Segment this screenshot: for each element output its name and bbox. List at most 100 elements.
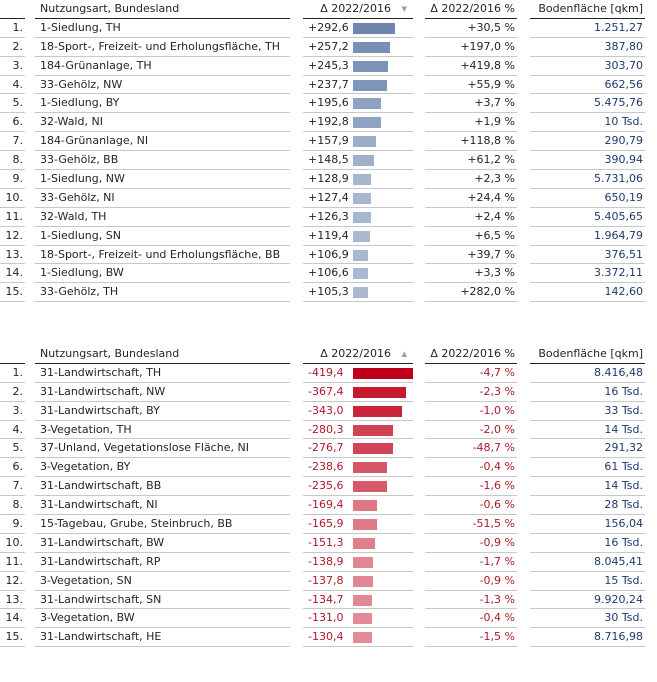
table-row[interactable]: 7. 31-Landwirtschaft, BB -235,6 -1,6 % 14 Ts… xyxy=(0,477,657,497)
table-row[interactable]: 1. 1-Siedlung, TH +292,6 +30,5 % 1.251,27 xyxy=(0,19,657,38)
row-pct: -0,9 % xyxy=(425,572,517,591)
table-row[interactable]: 6. 32-Wald, NI +192,8 +1,9 % 10 Tsd. xyxy=(0,113,657,133)
row-area: 1.251,27 xyxy=(530,19,645,38)
table-row[interactable]: 6. 3-Vegetation, BY -238,6 -0,4 % 61 Tsd. xyxy=(0,458,657,478)
row-rank: 11. xyxy=(0,553,25,572)
data-bar xyxy=(353,41,390,53)
column-header-delta[interactable]: Δ 2022/2016 ▼ xyxy=(303,0,413,19)
table-row[interactable]: 13. 31-Landwirtschaft, SN -134,7 -1,3 % 9.92… xyxy=(0,591,657,610)
column-header-pct[interactable]: Δ 2022/2016 % xyxy=(425,345,517,364)
data-bar xyxy=(353,405,403,417)
table-row[interactable]: 8. 31-Landwirtschaft, NI -169,4 -0,6 % 28 Ts… xyxy=(0,496,657,516)
table-row[interactable]: 7. 184-Grünanlage, NI +157,9 +118,8 % 290,79 xyxy=(0,132,657,152)
row-rank: 13. xyxy=(0,246,25,265)
row-area: 8.716,98 xyxy=(530,628,645,648)
row-pct: -1,3 % xyxy=(425,591,517,610)
data-bar xyxy=(353,632,372,644)
row-delta: +195,6 xyxy=(303,94,413,114)
row-name: 3-Vegetation, TH xyxy=(35,421,290,440)
column-header-delta[interactable]: Δ 2022/2016 ▲ xyxy=(303,345,413,364)
table-row[interactable]: 9. 15-Tagebau, Grube, Steinbruch, BB -165,… xyxy=(0,515,657,534)
column-header-area[interactable]: Bodenfläche [qkm] xyxy=(530,0,645,19)
row-area: 33 Tsd. xyxy=(530,402,645,421)
table-row[interactable]: 3. 31-Landwirtschaft, BY -343,0 -1,0 % 33 Ts… xyxy=(0,402,657,421)
data-bar xyxy=(353,22,395,34)
row-area: 390,94 xyxy=(530,151,645,171)
table-row[interactable]: 12. 3-Vegetation, SN -137,8 -0,9 % 15 Tsd. xyxy=(0,572,657,591)
table-row[interactable]: 1. 31-Landwirtschaft, TH -419,4 -4,7 % 8.416… xyxy=(0,364,657,383)
table-row[interactable]: 14. 1-Siedlung, BW +106,6 +3,3 % 3.372,11 xyxy=(0,264,657,284)
sort-descending-icon[interactable]: ▼ xyxy=(401,5,407,13)
table-row[interactable]: 14. 3-Vegetation, BW -131,0 -0,4 % 30 Tsd. xyxy=(0,609,657,629)
table-row[interactable]: 15. 33-Gehölz, TH +105,3 +282,0 % 142,60 xyxy=(0,283,657,303)
row-rank: 15. xyxy=(0,283,25,303)
sort-ascending-icon[interactable]: ▲ xyxy=(401,350,407,358)
row-delta: +126,3 xyxy=(303,208,413,227)
row-rank: 6. xyxy=(0,113,25,133)
row-name: 184-Grünanlage, NI xyxy=(35,132,290,152)
table-row[interactable]: 4. 33-Gehölz, NW +237,7 +55,9 % 662,56 xyxy=(0,76,657,95)
row-rank: 15. xyxy=(0,628,25,648)
table-row[interactable]: 9. 1-Siedlung, NW +128,9 +2,3 % 5.731,06 xyxy=(0,170,657,189)
row-pct: +282,0 % xyxy=(425,283,517,303)
row-area: 9.920,24 xyxy=(530,591,645,610)
table-row[interactable]: 5. 37-Unland, Vegetationslose Fläche, NI -… xyxy=(0,439,657,459)
row-area: 15 Tsd. xyxy=(530,572,645,591)
column-header-delta-label: Δ 2022/2016 xyxy=(320,347,391,360)
row-name: 31-Landwirtschaft, BW xyxy=(35,534,290,553)
table-header: Nutzungsart, Bundesland Δ 2022/2016 ▲ Δ … xyxy=(0,345,657,364)
table-row[interactable]: 13. 18-Sport-, Freizeit- und Erholungsflä… xyxy=(0,246,657,265)
row-area: 3.372,11 xyxy=(530,264,645,284)
row-pct: +419,8 % xyxy=(425,57,517,76)
data-bar xyxy=(353,424,394,436)
row-area: 290,79 xyxy=(530,132,645,152)
row-pct: -4,7 % xyxy=(425,364,517,383)
row-pct: +55,9 % xyxy=(425,76,517,95)
table-row[interactable]: 2. 31-Landwirtschaft, NW -367,4 -2,3 % 16 Ts… xyxy=(0,383,657,402)
row-area: 650,19 xyxy=(530,189,645,208)
table-row[interactable]: 11. 31-Landwirtschaft, RP -138,9 -1,7 % 8.04… xyxy=(0,553,657,572)
table-row[interactable]: 8. 33-Gehölz, BB +148,5 +61,2 % 390,94 xyxy=(0,151,657,171)
row-delta: -419,4 xyxy=(303,364,413,383)
row-name: 184-Grünanlage, TH xyxy=(35,57,290,76)
row-delta-value: +148,5 xyxy=(308,153,349,167)
row-area: 5.731,06 xyxy=(530,170,645,189)
row-name: 1-Siedlung, TH xyxy=(35,19,290,38)
table-row[interactable]: 2. 18-Sport-, Freizeit- und Erholungsfläc… xyxy=(0,38,657,57)
table-row[interactable]: 5. 1-Siedlung, BY +195,6 +3,7 % 5.475,76 xyxy=(0,94,657,114)
column-header-area[interactable]: Bodenfläche [qkm] xyxy=(530,345,645,364)
row-name: 1-Siedlung, SN xyxy=(35,227,290,246)
table-body: 1. 31-Landwirtschaft, TH -419,4 -4,7 % 8.416… xyxy=(0,364,657,648)
row-name: 31-Landwirtschaft, TH xyxy=(35,364,290,383)
column-header-pct[interactable]: Δ 2022/2016 % xyxy=(425,0,517,19)
row-rank: 5. xyxy=(0,439,25,459)
row-delta-value: +195,6 xyxy=(308,96,349,110)
row-pct: -2,0 % xyxy=(425,421,517,440)
table-row[interactable]: 12. 1-Siedlung, SN +119,4 +6,5 % 1.964,79 xyxy=(0,227,657,246)
table-row[interactable]: 3. 184-Grünanlage, TH +245,3 +419,8 % 303,70 xyxy=(0,57,657,76)
row-area: 14 Tsd. xyxy=(530,477,645,497)
row-delta: +148,5 xyxy=(303,151,413,171)
data-bar xyxy=(353,117,381,129)
table-row[interactable]: 15. 31-Landwirtschaft, HE -130,4 -1,5 % 8.71… xyxy=(0,628,657,648)
table-row[interactable]: 11. 32-Wald, TH +126,3 +2,4 % 5.405,65 xyxy=(0,208,657,227)
column-header-name[interactable]: Nutzungsart, Bundesland xyxy=(35,345,290,364)
row-area: 291,32 xyxy=(530,439,645,459)
row-delta: +127,4 xyxy=(303,189,413,208)
row-delta-value: +292,6 xyxy=(308,20,349,34)
row-pct: +24,4 % xyxy=(425,189,517,208)
row-name: 1-Siedlung, NW xyxy=(35,170,290,189)
table-row[interactable]: 10. 31-Landwirtschaft, BW -151,3 -0,9 % 16 T… xyxy=(0,534,657,553)
table-row[interactable]: 10. 33-Gehölz, NI +127,4 +24,4 % 650,19 xyxy=(0,189,657,208)
row-rank: 1. xyxy=(0,364,25,383)
data-bar xyxy=(353,211,372,223)
row-delta: -280,3 xyxy=(303,421,413,440)
column-header-name[interactable]: Nutzungsart, Bundesland xyxy=(35,0,290,19)
row-pct: +3,7 % xyxy=(425,94,517,114)
row-area: 30 Tsd. xyxy=(530,609,645,629)
data-bar xyxy=(353,98,381,110)
row-delta-value: +105,3 xyxy=(308,285,349,299)
data-bar xyxy=(353,443,393,455)
row-name: 31-Landwirtschaft, BY xyxy=(35,402,290,421)
table-row[interactable]: 4. 3-Vegetation, TH -280,3 -2,0 % 14 Tsd. xyxy=(0,421,657,440)
